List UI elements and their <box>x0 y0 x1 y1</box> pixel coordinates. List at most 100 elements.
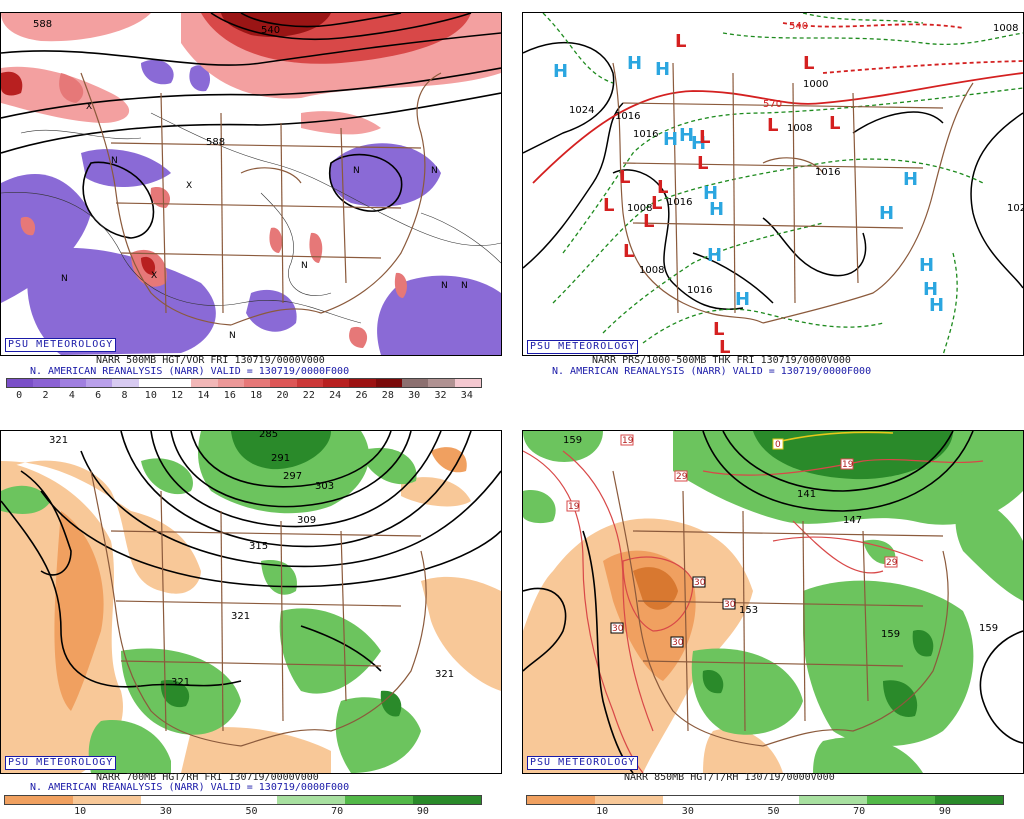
colorbar-swatch <box>164 379 192 387</box>
map-500mb-svg: 588 588 540 N N N N N N N N X X X <box>1 13 501 355</box>
contour-label: 153 <box>739 605 758 616</box>
map-500mb: 588 588 540 N N N N N N N N X X X PSU METEOROLO… <box>0 12 502 356</box>
rh-moist-area <box>361 447 417 485</box>
colorbar-swatch <box>112 379 139 387</box>
low-pressure-marker: L <box>699 127 710 148</box>
panel-title-primary: NARR 500MB HGT/VOR FRI 130719/0000V000 <box>96 355 325 366</box>
colorbar-swatch <box>527 796 595 804</box>
colorbar-swatch <box>375 379 402 387</box>
contour-label: 102 <box>1007 203 1023 214</box>
panel-title-primary: NARR 850MB HGT/T/RH 130719/0000V000 <box>624 772 835 783</box>
map-pressure-svg: H H H H H H H H H H H H H H H L L L L <box>523 13 1023 355</box>
panel-sfc-pressure-thickness: H H H H H H H H H H H H H H H L L L L <box>512 0 1024 410</box>
colorbar-tick-label: 28 <box>381 390 394 401</box>
map-850mb-svg: 159 141 147 153 159 159 19 29 19 19 29 3… <box>523 431 1023 773</box>
panel-850mb-temp-rh: 159 141 147 153 159 159 19 29 19 19 29 3… <box>512 410 1024 819</box>
contour-label: 1008 <box>993 23 1018 34</box>
colorbar-tick-label: 20 <box>276 390 289 401</box>
contour-label: 309 <box>297 515 316 526</box>
colorbar-tick-label: 2 <box>42 390 49 401</box>
high-pressure-marker: H <box>691 133 706 154</box>
rh-moist-area <box>1 485 51 514</box>
svg-text:N: N <box>353 166 360 176</box>
colorbar-swatch <box>217 379 244 387</box>
colorbar-swatch <box>277 796 345 804</box>
vorticity-positive-area <box>1 13 151 42</box>
rh-moist-area <box>523 431 603 462</box>
colorbar-swatch <box>731 796 799 804</box>
rh-moist-area <box>141 458 193 495</box>
colorbar-swatch <box>322 379 350 387</box>
high-pressure-marker: H <box>655 59 670 80</box>
contour-label: 1016 <box>815 167 840 178</box>
vorticity-positive-area <box>269 227 283 253</box>
rh-moist-area <box>691 648 803 735</box>
svg-text:N: N <box>441 281 448 291</box>
low-pressure-marker: L <box>803 53 814 74</box>
contour-label: 321 <box>231 611 250 622</box>
colorbar-swatch <box>935 796 1003 804</box>
colorbar-tick-label: 12 <box>171 390 184 401</box>
contour-label: 159 <box>563 435 582 446</box>
high-pressure-marker: H <box>707 245 722 266</box>
panel-title-secondary: N. AMERICAN REANALYSIS (NARR) VALID = 13… <box>552 366 872 377</box>
high-pressure-marker: H <box>679 125 694 146</box>
svg-text:N: N <box>111 156 118 166</box>
colorbar-vorticity <box>6 378 482 388</box>
rh-moist-area <box>231 431 331 470</box>
contour-label: 1016 <box>633 129 658 140</box>
temp-label: 30 <box>672 638 684 648</box>
vorticity-positive-area <box>150 187 171 208</box>
contour-label: 1016 <box>687 285 712 296</box>
high-pressure-marker: H <box>919 255 934 276</box>
contour-label: 1000 <box>803 79 828 90</box>
vorticity-positive-area <box>309 232 323 263</box>
contour-label: 588 <box>33 19 52 30</box>
contour-label: 321 <box>171 677 190 688</box>
vorticity-positive-area <box>301 111 381 135</box>
svg-text:N: N <box>301 261 308 271</box>
contour-label: 297 <box>283 471 302 482</box>
colorbar-swatch <box>59 379 86 387</box>
vorticity-negative-area <box>189 65 211 92</box>
contour-label: 315 <box>249 541 268 552</box>
contour-label: 1008 <box>639 265 664 276</box>
colorbar-rh <box>526 795 1004 805</box>
branding-badge: PSU METEOROLOGY <box>527 340 639 354</box>
high-pressure-marker: H <box>879 203 894 224</box>
colorbar-swatch <box>138 379 165 387</box>
colorbar-swatch <box>33 379 60 387</box>
contour-label: 321 <box>435 669 454 680</box>
colorbar-swatch <box>595 796 663 804</box>
rh-moist-area <box>753 431 953 480</box>
high-pressure-marker: H <box>663 129 678 150</box>
rh-moist-area <box>813 737 923 773</box>
low-pressure-marker: L <box>767 115 778 136</box>
low-pressure-marker: L <box>829 113 840 134</box>
colorbar-tick-label: 34 <box>460 390 473 401</box>
vorticity-positive-area <box>20 216 36 236</box>
colorbar-tick-label: 10 <box>144 390 157 401</box>
rh-moist-area <box>335 697 421 773</box>
colorbar-swatch <box>191 379 218 387</box>
branding-badge: PSU METEOROLOGY <box>527 756 639 770</box>
colorbar-tick-label: 70 <box>331 806 344 817</box>
high-pressure-marker: H <box>703 183 718 204</box>
colorbar-swatch <box>73 796 141 804</box>
svg-text:X: X <box>86 102 92 112</box>
colorbar-swatch <box>428 379 455 387</box>
colorbar-swatch <box>413 796 481 804</box>
colorbar-tick-label: 90 <box>938 806 951 817</box>
colorbar-tick-label: 30 <box>408 390 421 401</box>
vorticity-positive-area <box>349 326 368 348</box>
vorticity-positive-area <box>221 13 331 37</box>
rh-dry-area <box>1 460 201 594</box>
temp-label: 30 <box>612 624 624 634</box>
colorbar-tick-label: 8 <box>121 390 128 401</box>
colorbar-swatch <box>867 796 935 804</box>
colorbar-tick-label: 6 <box>95 390 102 401</box>
rh-dry-area <box>703 728 783 773</box>
colorbar-swatch <box>454 379 481 387</box>
contour-label: 1008 <box>627 203 652 214</box>
colorbar-tick-label: 30 <box>681 806 694 817</box>
